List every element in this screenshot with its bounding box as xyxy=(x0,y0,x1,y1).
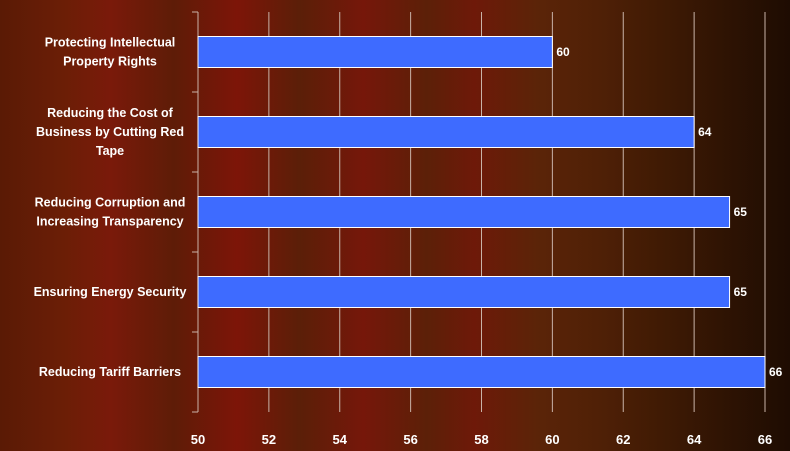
category-label-1-2: Tape xyxy=(96,144,124,158)
category-label-0-1: Property Rights xyxy=(63,55,157,69)
bar-2 xyxy=(197,196,731,228)
category-label-3-0: Ensuring Energy Security xyxy=(34,285,187,299)
category-label-1-0: Reducing the Cost of xyxy=(47,106,174,120)
x-tick-label-4: 58 xyxy=(474,432,488,447)
data-label-4: 66 xyxy=(769,365,783,379)
category-label-1-1: Business by Cutting Red xyxy=(36,125,184,139)
data-label-2: 65 xyxy=(734,205,748,219)
x-tick-label-1: 52 xyxy=(262,432,276,447)
bar-3 xyxy=(197,276,731,308)
category-label-2-0: Reducing Corruption and xyxy=(35,196,186,210)
data-label-3: 65 xyxy=(734,285,748,299)
x-tick-label-6: 62 xyxy=(616,432,630,447)
x-tick-label-3: 56 xyxy=(403,432,417,447)
x-tick-label-0: 50 xyxy=(191,432,205,447)
x-tick-label-8: 66 xyxy=(758,432,772,447)
x-tick-label-2: 54 xyxy=(333,432,348,447)
bar-0 xyxy=(197,36,553,68)
data-label-0: 60 xyxy=(556,45,570,59)
category-label-4-0: Reducing Tariff Barriers xyxy=(39,365,181,379)
category-label-2-1: Increasing Transparency xyxy=(36,215,183,229)
x-tick-label-5: 60 xyxy=(545,432,559,447)
data-label-1: 64 xyxy=(698,125,712,139)
bar-1 xyxy=(197,116,695,148)
bar-4 xyxy=(197,356,766,388)
category-label-0-0: Protecting Intellectual xyxy=(45,36,176,50)
x-tick-label-7: 64 xyxy=(687,432,702,447)
